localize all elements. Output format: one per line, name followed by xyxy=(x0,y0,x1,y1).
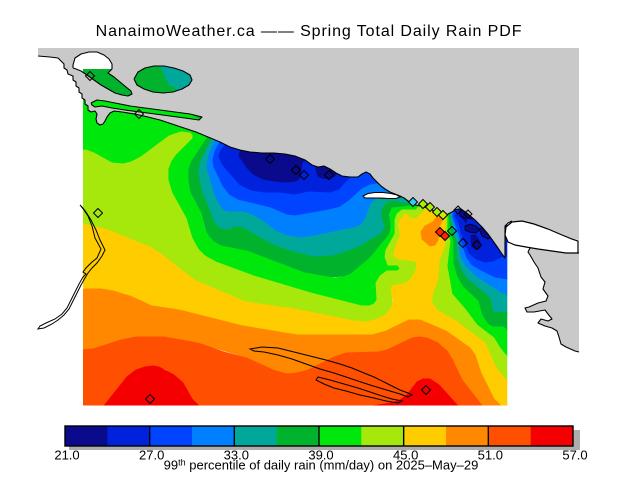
svg-text:45.0: 45.0 xyxy=(393,448,418,463)
svg-text:27.0: 27.0 xyxy=(139,448,164,463)
svg-text:99th percentile of daily rain: 99th percentile of daily rain (mm/day) o… xyxy=(164,458,479,473)
svg-text:33.0: 33.0 xyxy=(224,448,249,463)
svg-text:21.0: 21.0 xyxy=(54,448,79,463)
svg-text:51.0: 51.0 xyxy=(478,448,503,463)
svg-text:39.0: 39.0 xyxy=(308,448,333,463)
svg-text:57.0: 57.0 xyxy=(562,448,587,463)
svg-text:NanaimoWeather.ca —— Spring To: NanaimoWeather.ca —— Spring Total Daily … xyxy=(96,23,523,40)
